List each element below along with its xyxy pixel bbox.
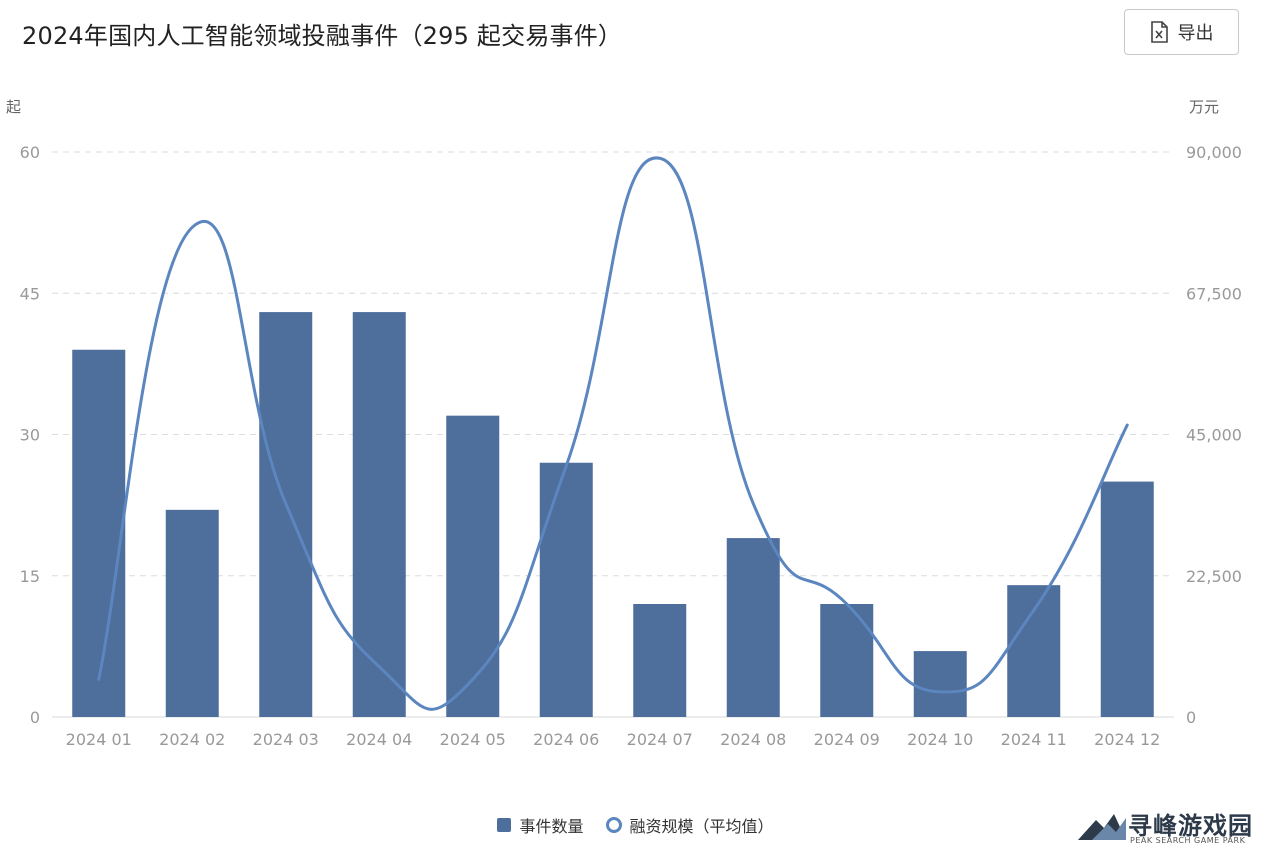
legend: 事件数量 融资规模（平均值） [0, 813, 1271, 837]
mountain-logo-icon [1078, 814, 1126, 840]
y-left-tick-label: 45 [20, 284, 40, 303]
watermark: 寻峰游戏园 PEAK SEARCH GAME PARK [1078, 806, 1268, 848]
bar [726, 538, 780, 717]
bar [913, 651, 967, 717]
bar [259, 312, 313, 717]
legend-item-bar[interactable]: 事件数量 [497, 813, 584, 837]
y-left-tick-label: 60 [20, 143, 40, 162]
legend-bar-swatch [497, 818, 512, 832]
x-tick-label: 2024 05 [440, 730, 506, 749]
x-tick-label: 2024 06 [533, 730, 599, 749]
bar [72, 349, 126, 717]
x-tick-label: 2024 04 [346, 730, 412, 749]
y-right-tick-label: 67,500 [1186, 284, 1242, 303]
bar [1007, 585, 1061, 717]
x-tick-label: 2024 07 [627, 730, 693, 749]
bar [539, 462, 593, 717]
y-right-unit: 万元 [1189, 98, 1220, 116]
bar [165, 509, 219, 717]
y-right-tick-label: 0 [1186, 708, 1196, 727]
y-left-tick-label: 0 [30, 708, 40, 727]
x-tick-label: 2024 02 [159, 730, 225, 749]
legend-line-swatch [605, 817, 622, 833]
y-left-tick-label: 15 [20, 567, 40, 586]
bar [633, 604, 687, 717]
legend-line-label: 融资规模（平均值） [629, 817, 774, 836]
export-button[interactable]: 导出 [1124, 9, 1239, 55]
y-right-tick-label: 22,500 [1186, 567, 1242, 586]
bar [352, 312, 406, 717]
x-tick-label: 2024 01 [66, 730, 132, 749]
x-tick-label: 2024 11 [1001, 730, 1067, 749]
series-line [97, 156, 1129, 711]
x-tick-label: 2024 03 [253, 730, 319, 749]
watermark-subtext: PEAK SEARCH GAME PARK [1130, 836, 1246, 845]
y-right-tick-label: 45,000 [1186, 426, 1242, 445]
y-left-unit: 起 [6, 98, 22, 116]
chart-title: 2024年国内人工智能领域投融事件（295 起交易事件） [22, 22, 623, 50]
x-tick-label: 2024 09 [814, 730, 880, 749]
y-right-tick-label: 90,000 [1186, 143, 1242, 162]
bar [820, 604, 874, 717]
bar [1100, 481, 1154, 717]
x-tick-label: 2024 12 [1094, 730, 1160, 749]
y-left-tick-label: 30 [20, 426, 40, 445]
bar [446, 415, 500, 717]
legend-item-line[interactable]: 融资规模（平均值） [605, 813, 774, 837]
x-tick-label: 2024 10 [907, 730, 973, 749]
watermark-text: 寻峰游戏园 [1128, 812, 1253, 840]
excel-file-icon [1150, 21, 1168, 43]
x-tick-label: 2024 08 [720, 730, 786, 749]
export-label: 导出 [1177, 23, 1214, 44]
legend-bar-label: 事件数量 [519, 817, 584, 836]
